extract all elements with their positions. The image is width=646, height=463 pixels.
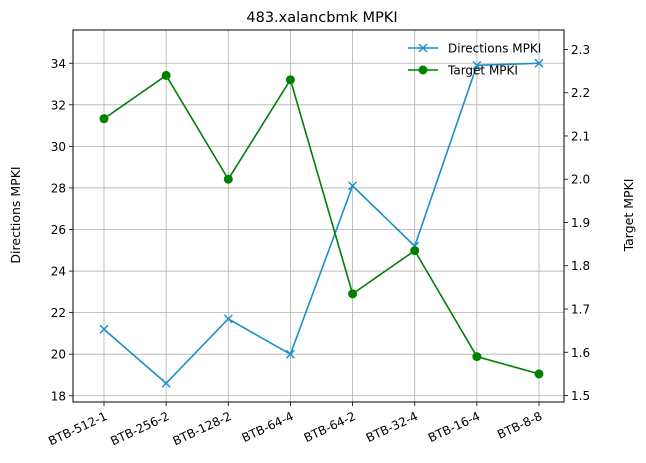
legend-label-target-mpki: Target MPKI xyxy=(447,64,518,78)
y-right-tick-label: 1.9 xyxy=(571,216,590,230)
legend-marker-target-mpki xyxy=(418,65,428,75)
y-right-tick-label: 1.5 xyxy=(571,389,590,403)
y-right-tick-label: 1.7 xyxy=(571,303,590,317)
x-tick-label: BTB-128-2 xyxy=(171,409,234,448)
y-right-label: Target MPKI xyxy=(621,179,636,253)
x-tick-label: BTB-64-4 xyxy=(240,409,296,445)
axes: BTB-512-1 BTB-256-2 BTB-128-2 BTB-64-4 BTB-6… xyxy=(46,43,590,448)
marker-stroke xyxy=(348,181,358,191)
directions-mpki-line xyxy=(103,62,540,385)
y-left-tick-label: 26 xyxy=(51,223,66,237)
x-tick-label: BTB-16-4 xyxy=(426,409,482,445)
x-tick-label: BTB-64-2 xyxy=(302,409,358,445)
directions-mpki-point xyxy=(99,324,109,334)
directions-mpki-point xyxy=(285,349,295,359)
target-mpki-point xyxy=(472,352,482,362)
target-mpki-point xyxy=(223,174,233,184)
marker-stroke xyxy=(223,314,233,324)
plot-area xyxy=(99,58,544,388)
x-tick-label: BTB-32-4 xyxy=(364,409,420,445)
directions-mpki-point xyxy=(472,60,482,70)
y-left-label: Directions MPKI xyxy=(8,166,23,263)
y-right-tick-label: 1.6 xyxy=(571,346,590,360)
directions-mpki-point xyxy=(348,181,358,191)
grid xyxy=(73,30,564,402)
marker-stroke xyxy=(418,43,428,53)
y-right-tick-label: 1.8 xyxy=(571,259,590,273)
plot-frame xyxy=(72,29,565,403)
target-mpki-line xyxy=(103,74,540,375)
marker-stroke xyxy=(161,378,171,388)
target-mpki-point xyxy=(534,369,544,379)
x-tick-label: BTB-512-1 xyxy=(46,409,109,448)
marker-stroke xyxy=(472,60,482,70)
y-right-tick-label: 2.2 xyxy=(571,86,590,100)
y-left-tick-label: 28 xyxy=(51,181,66,195)
directions-mpki-point xyxy=(534,58,544,68)
target-mpki-point xyxy=(99,114,109,124)
target-mpki-point xyxy=(410,246,420,256)
chart-title: 483.xalancbmk MPKI xyxy=(246,10,397,26)
marker-stroke xyxy=(99,324,109,334)
legend: Directions MPKI Target MPKI xyxy=(408,42,541,78)
directions-mpki-point xyxy=(223,314,233,324)
legend-label-directions-mpki: Directions MPKI xyxy=(448,42,541,56)
marker-stroke xyxy=(285,349,295,359)
target-mpki-point xyxy=(348,289,358,299)
x-tick-label: BTB-8-8 xyxy=(495,409,544,442)
y-left-tick-label: 30 xyxy=(51,140,66,154)
target-mpki-point xyxy=(285,75,295,85)
target-mpki-point xyxy=(161,70,171,80)
y-left-tick-label: 34 xyxy=(51,57,66,71)
marker-stroke xyxy=(534,58,544,68)
y-left-tick-label: 24 xyxy=(51,265,66,279)
y-left-tick-label: 20 xyxy=(51,348,66,362)
x-tick-label: BTB-256-2 xyxy=(108,409,171,448)
y-left-tick-label: 22 xyxy=(51,306,66,320)
y-left-tick-label: 32 xyxy=(51,98,66,112)
directions-mpki-point xyxy=(161,378,171,388)
y-right-tick-label: 2.0 xyxy=(571,173,590,187)
legend-marker-directions-mpki xyxy=(418,43,428,53)
y-right-tick-label: 2.3 xyxy=(571,43,590,57)
y-left-tick-label: 18 xyxy=(51,389,66,403)
y-right-tick-label: 2.1 xyxy=(571,129,590,143)
